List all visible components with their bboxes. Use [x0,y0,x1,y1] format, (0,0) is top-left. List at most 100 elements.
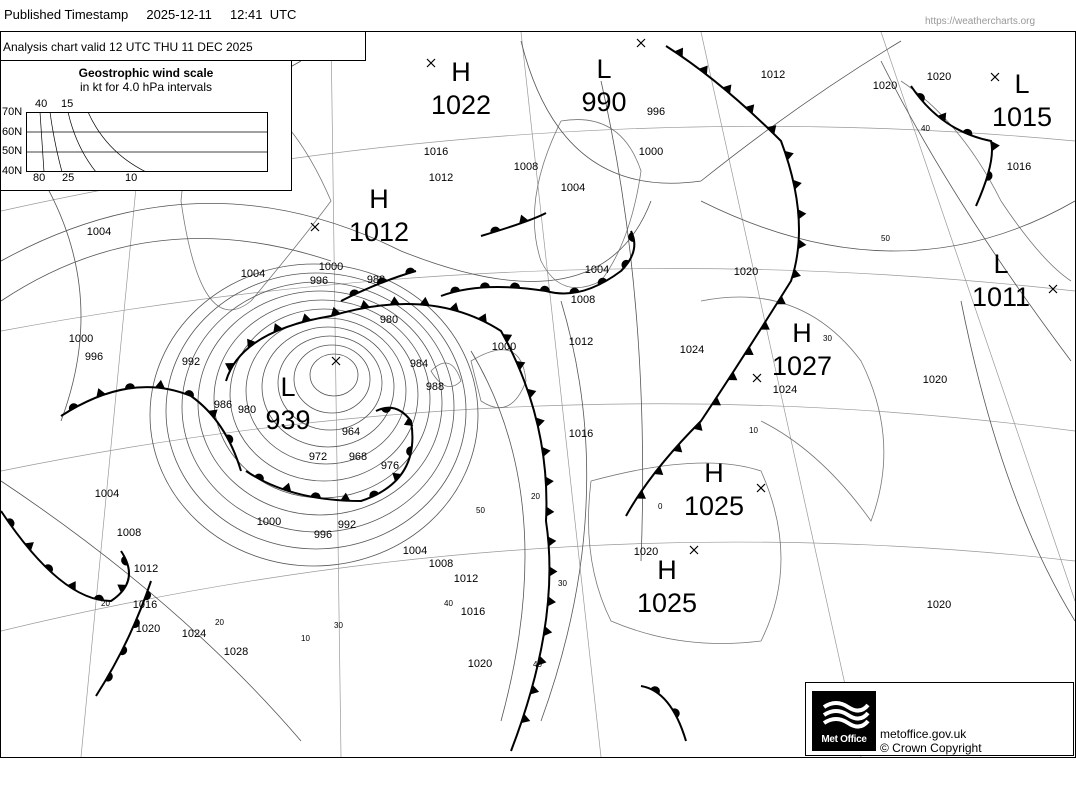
cold-front-triangle [546,506,555,517]
isobar-labels: 1016101210081004100099610121020102010161… [69,69,1031,670]
isobar-label: 1000 [257,516,281,528]
cold-front-triangle [527,388,537,399]
centre-cross-icon [636,38,646,48]
timestamp-date: 2025-12-11 [146,7,212,22]
isobar [880,60,1072,362]
isobar-label: 1020 [873,80,897,92]
warm-front-semicircle [44,564,54,573]
waves-icon [822,701,870,729]
grid-label: 40 [921,124,930,133]
front-warm [640,685,687,742]
centre-cross-icon [310,222,320,232]
copyright: © Crown Copyright [880,741,982,755]
cold-front-triangle [519,214,529,224]
cold-front-triangle [273,323,283,333]
front-cold [225,303,551,752]
warm-front-semicircle [621,259,630,269]
isobar-label: 1004 [585,264,609,276]
isobar-label: 1008 [429,558,453,570]
grid-label: 10 [301,634,310,643]
centre-letter: L [280,372,295,402]
centre-letter: L [993,249,1008,279]
isobar [277,335,383,431]
isobar [261,326,395,448]
centre-cross-icon [331,356,341,366]
isobar [197,290,443,516]
isobar-label: 1016 [569,428,593,440]
isobar [309,353,359,397]
centre-value: 1022 [431,90,491,120]
cold-front-triangle [389,296,400,305]
isobar-label: 976 [381,460,399,472]
isobar-label: 980 [238,404,256,416]
warm-front-semicircle [569,287,580,294]
isobar-label: 964 [342,426,360,438]
cold-front-triangle [419,296,430,306]
lat-60: 60N [2,126,23,138]
centre-letter: H [657,555,677,585]
timestamp-time: 12:41 UTC [229,7,297,22]
centre-letter: L [596,54,611,84]
met-office-logo-panel: Met Office metoffice.gov.uk © Crown Copy… [805,682,1074,756]
synoptic-chart: 1016 1012 1008 1004 1000 996 1012 1020 1020 1016 1… [0,31,1076,758]
warm-front-semicircle [6,518,15,528]
warm-front-semicircle [93,594,104,601]
isobar [293,344,371,414]
wind-scale-panel: Geostrophic wind scale in kt for 4.0 hPa… [0,60,292,191]
warm-front-semicircle [68,403,79,411]
cold-front-triangle [744,346,754,355]
centre-letter: H [451,57,471,87]
warm-front-semicircle [650,686,660,694]
grid-label: 50 [476,506,485,515]
cold-front-triangle [767,125,777,135]
warm-front-semicircle [450,286,461,293]
warm-front-semicircle [119,645,128,656]
grid-label: 30 [558,579,567,588]
cold-front-triangle [521,713,531,724]
centre-cross-icon [752,373,762,383]
isobar-label: 1020 [927,71,951,83]
cold-front-triangle [281,482,292,492]
isobar-label: 1012 [761,69,785,81]
cold-front-triangle [711,396,721,406]
isobar-label: 1000 [69,333,93,345]
grid-label: 0 [658,502,663,511]
centre-value: 990 [581,87,626,117]
grid-label: 20 [531,492,540,501]
warm-front-semicircle [310,492,321,499]
cold-front-triangle [330,306,341,316]
cold-front-triangle [547,596,556,607]
cold-front-triangle [674,47,684,58]
isobar [520,40,902,184]
cold-front-triangle [727,371,738,381]
centre-letter: H [704,458,724,488]
isobar [229,308,419,482]
warm-front-semicircle [405,267,416,275]
logo-text: Met Office [821,734,867,745]
isobar [245,317,407,465]
validity-banner: Analysis chart valid 12 UTC THU 11 DEC 2… [0,31,366,61]
isobar-label: 1020 [468,658,492,670]
warm-front-semicircle [490,226,501,234]
grid-label: 40 [533,660,542,669]
cold-front-triangle [760,321,770,330]
cold-front-triangle [745,104,755,114]
warm-front-semicircle [377,277,387,285]
cold-front-triangle [67,581,76,591]
warm-front-semicircle [539,285,550,292]
chart-canvas: 1016101210081004100099610121020102010161… [0,31,1076,758]
isobar-label: 1012 [454,573,478,585]
source-url: https://weathercharts.org [925,16,1036,27]
site-link[interactable]: metoffice.gov.uk [880,727,967,741]
centre-cross-icon [756,483,766,493]
cold-front-triangle [359,299,370,309]
cold-front-triangle [340,492,351,501]
isobar [0,200,652,282]
isobar-label: 1008 [117,527,141,539]
isobar-label: 988 [426,381,444,393]
isobar-label: 1008 [571,294,595,306]
isobar-label: 1004 [87,226,111,238]
